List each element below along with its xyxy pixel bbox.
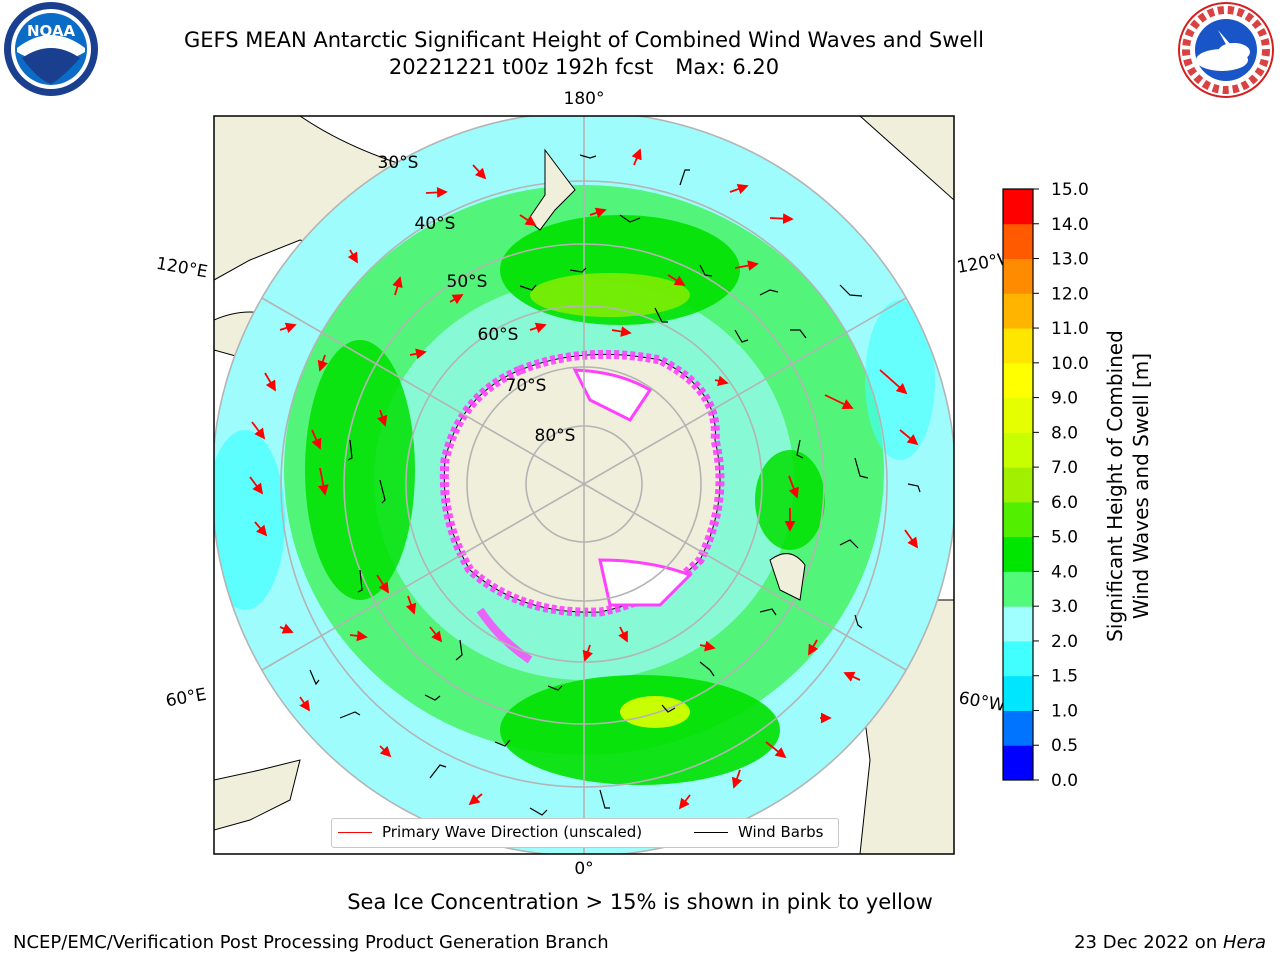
colorbar-tick-label: 13.0 [1051, 250, 1089, 270]
colorbar-segment [1003, 675, 1033, 711]
legend-wind-label: Wind Barbs [738, 823, 824, 841]
colorbar-segment [1003, 362, 1033, 399]
wind-barbs [309, 154, 921, 816]
colorbar-segment [1003, 258, 1033, 294]
colorbar-tick-label: 10.0 [1051, 354, 1089, 374]
colorbar-segment [1003, 501, 1033, 538]
lat-label-50s: 50°S [447, 272, 488, 292]
colorbar-segment [1003, 223, 1033, 260]
colorbar-border [1002, 188, 1034, 781]
map-subtitle: 20221221 t00z 192h fcst Max: 6.20 [0, 55, 1168, 79]
colorbar-tick-label: 15.0 [1051, 180, 1089, 200]
colorbar-tick-label: 0.0 [1051, 771, 1078, 791]
footer-branch: NCEP/EMC/Verification Post Processing Pr… [13, 932, 609, 953]
noaa-logo-text: NOAA [27, 22, 76, 40]
colorbar-tick-label: 3.0 [1051, 597, 1078, 617]
lat-label-80s: 80°S [535, 426, 576, 446]
map-title: GEFS MEAN Antarctic Significant Height o… [183, 28, 985, 52]
colorbar-tick-label: 7.0 [1051, 458, 1078, 478]
colorbar-tick-label: 1.0 [1051, 701, 1078, 721]
colorbar-segment [1003, 745, 1033, 781]
colorbar-tick-label: 11.0 [1051, 319, 1089, 339]
colorbar-tick-label: 1.5 [1051, 667, 1078, 687]
colorbar-label-line1: Significant Height of Combined [1103, 330, 1127, 642]
colorbar-tick-label: 12.0 [1051, 284, 1089, 304]
colorbar-tick-label: 8.0 [1051, 423, 1078, 443]
lat-label-30s: 30°S [378, 153, 419, 173]
sea-ice-note: Sea Ice Concentration > 15% is shown in … [347, 890, 933, 914]
colorbar-tick-label: 9.0 [1051, 389, 1078, 409]
lat-label-70s: 70°S [506, 376, 547, 396]
legend-item-wave: Primary Wave Direction (unscaled) [338, 823, 642, 841]
footer-date-text: 23 Dec 2022 on [1074, 932, 1223, 953]
colorbar: 15.0 14.0 13.0 12.0 11.0 10.0 9.0 8.0 7.0 6.0 5.0 4… [1002, 180, 1089, 791]
colorbar-tick-label: 5.0 [1051, 528, 1078, 548]
lat-label-40s: 40°S [415, 214, 456, 234]
colorbar-segment [1003, 432, 1033, 468]
colorbar-segment [1003, 640, 1033, 677]
lat-label-60s: 60°S [478, 325, 519, 345]
colorbar-segment [1003, 536, 1033, 572]
map-frame [213, 115, 955, 855]
colorbar-label-line2: Wind Waves and Swell [m] [1129, 352, 1153, 620]
colorbar-segment [1003, 571, 1033, 607]
colorbar-tick-label: 14.0 [1051, 215, 1089, 235]
meridian-lines [261, 116, 907, 854]
lon-label-60w: 60°W [957, 688, 1007, 716]
legend-wind-swatch [694, 832, 728, 833]
footer-date: 23 Dec 2022 on Hera [1074, 932, 1266, 953]
colorbar-tick-label: 0.5 [1051, 736, 1078, 756]
lon-label-60e: 60°E [164, 685, 208, 712]
colorbar-tick-label: 2.0 [1051, 632, 1078, 652]
primary-wave-arrows [249, 148, 919, 810]
lon-label-0: 0° [574, 859, 593, 879]
run-label: 20221221 t00z 192h fcst [388, 55, 654, 79]
legend-wave-swatch [338, 832, 372, 833]
legend-wave-label: Primary Wave Direction (unscaled) [382, 823, 643, 841]
nws-logo [1178, 2, 1274, 98]
colorbar-segment [1003, 606, 1033, 642]
legend-item-wind: Wind Barbs [694, 823, 823, 841]
map-legend: Primary Wave Direction (unscaled) Wind B… [331, 818, 839, 848]
latitude-labels: 30°S 40°S 50°S 60°S 70°S 80°S [378, 153, 576, 446]
footer-host: Hera [1222, 932, 1266, 953]
colorbar-segment [1003, 189, 1033, 225]
noaa-logo: NOAA [4, 2, 98, 96]
colorbar-tick-label: 4.0 [1051, 562, 1078, 582]
colorbar-segment [1003, 467, 1033, 503]
max-label: Max: 6.20 [675, 55, 780, 79]
lon-label-180: 180° [564, 89, 605, 109]
colorbar-segment [1003, 397, 1033, 433]
colorbar-segment [1003, 293, 1033, 329]
colorbar-segment [1003, 328, 1033, 364]
colorbar-segment [1003, 710, 1033, 746]
colorbar-tick-label: 6.0 [1051, 493, 1078, 513]
lon-label-120e: 120°E [155, 254, 209, 283]
